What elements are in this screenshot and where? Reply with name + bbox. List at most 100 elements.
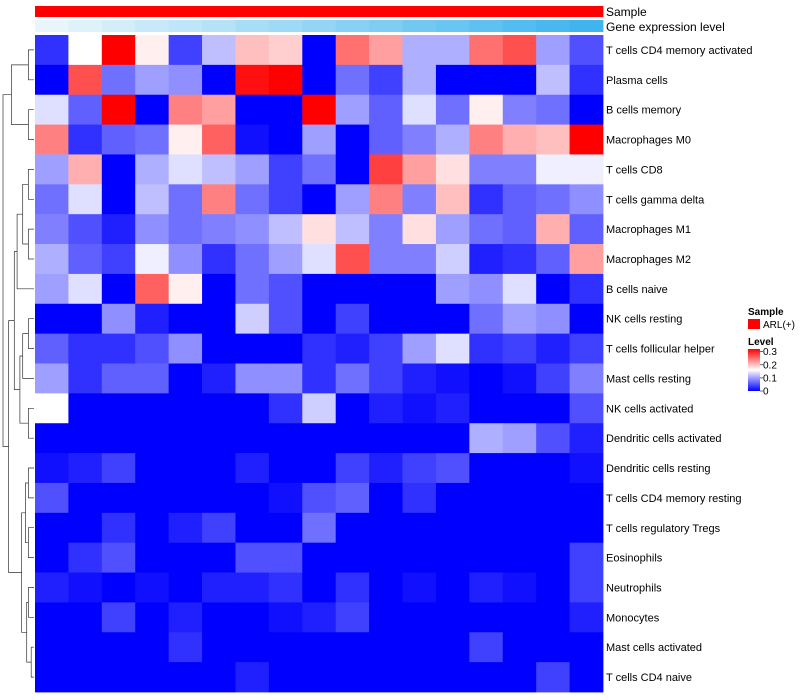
- dendrogram-branch: [28, 109, 34, 140]
- heatmap-cell: [369, 273, 403, 305]
- gene-expression-annotation-bar: [35, 20, 604, 32]
- heatmap-cell: [168, 154, 203, 185]
- heatmap-cell: [402, 542, 437, 573]
- heatmap-cell: [101, 423, 136, 454]
- sample-annotation-cell: [369, 6, 403, 17]
- heatmap-cell: [536, 482, 570, 514]
- gene-expression-annotation-cell: [402, 20, 437, 32]
- row-label: T cells regulatory Tregs: [606, 523, 721, 535]
- heatmap-cell: [101, 94, 136, 125]
- heatmap-cell: [135, 602, 170, 633]
- row-label: Mast cells resting: [606, 373, 691, 385]
- heatmap-cell: [202, 393, 236, 424]
- heatmap-cell: [168, 423, 203, 454]
- heatmap-cell: [35, 482, 69, 514]
- heatmap-cell: [168, 35, 203, 66]
- heatmap-cell: [101, 273, 136, 305]
- heatmap-cell: [335, 393, 370, 424]
- sample-annotation-label: Sample: [606, 5, 647, 19]
- heatmap-cell: [402, 273, 437, 305]
- dendrogram-branch: [28, 169, 34, 200]
- legend-sample-swatch: [748, 319, 760, 329]
- heatmap-cell: [302, 363, 337, 394]
- heatmap-cell: [302, 214, 337, 245]
- heatmap-cell: [35, 363, 69, 394]
- sample-annotation-cell: [569, 6, 604, 17]
- heatmap-cell: [502, 124, 537, 155]
- row-label: Monocytes: [606, 612, 660, 624]
- heatmap-cell: [469, 244, 504, 275]
- heatmap-cell: [135, 214, 170, 245]
- heatmap-cell: [202, 333, 236, 364]
- heatmap-cell: [469, 393, 504, 424]
- heatmap-cell: [68, 602, 103, 633]
- heatmap-cell: [369, 662, 403, 693]
- heatmap-cell: [235, 423, 270, 454]
- heatmap-cell: [335, 542, 370, 573]
- heatmap-cell: [68, 632, 103, 663]
- heatmap-cell: [536, 214, 570, 245]
- legend-tick-label: 0.1: [763, 373, 777, 384]
- heatmap-cell: [569, 542, 604, 573]
- sample-annotation-cell: [402, 6, 437, 17]
- legend-sample-entry: ARL(+): [763, 320, 795, 331]
- heatmap-cell: [502, 273, 537, 305]
- dendrogram-branch: [21, 512, 27, 633]
- heatmap-cell: [35, 64, 69, 96]
- dendrogram-branch: [22, 183, 29, 245]
- heatmap-cell: [435, 542, 470, 573]
- sample-annotation-cell: [135, 6, 170, 17]
- heatmap-cell: [235, 124, 270, 155]
- heatmap-cell: [202, 602, 236, 633]
- heatmap-cell: [68, 124, 103, 155]
- heatmap-cell: [469, 64, 504, 96]
- heatmap-cell: [235, 572, 270, 603]
- gene-expression-annotation-cell: [502, 20, 537, 32]
- heatmap-cell: [302, 602, 337, 633]
- gene-expression-annotation-cell: [168, 20, 203, 32]
- heatmap-cell: [569, 602, 604, 633]
- heatmap-cell: [569, 154, 604, 185]
- heatmap-cell: [68, 542, 103, 573]
- gene-expression-annotation-cell: [469, 20, 504, 32]
- heatmap-cell: [469, 303, 504, 335]
- gene-expression-annotation-cell: [135, 20, 170, 32]
- heatmap-cell: [168, 64, 203, 96]
- heatmap-cell: [168, 214, 203, 245]
- heatmap-cell: [302, 333, 337, 364]
- heatmap-cell: [402, 602, 437, 633]
- dendrogram-branch: [28, 228, 34, 260]
- heatmap-cell: [569, 35, 604, 66]
- heatmap-cell: [135, 423, 170, 454]
- dendrogram-branch: [30, 646, 34, 678]
- heatmap-cell: [502, 482, 537, 514]
- heatmap-cell: [168, 542, 203, 573]
- heatmap-cell: [101, 393, 136, 424]
- heatmap-cell: [235, 64, 270, 96]
- heatmap-cell: [402, 214, 437, 245]
- heatmap-cell: [35, 423, 69, 454]
- heatmap-cell: [536, 35, 570, 66]
- heatmap-cell: [68, 423, 103, 454]
- heatmap-cell: [502, 512, 537, 544]
- heatmap-cell: [402, 632, 437, 663]
- heatmap-cell: [335, 632, 370, 663]
- heatmap-cell: [235, 482, 270, 514]
- heatmap-cell: [68, 273, 103, 305]
- heatmap-cell: [235, 662, 270, 693]
- heatmap-cell: [402, 154, 437, 185]
- heatmap-cell: [536, 303, 570, 335]
- heatmap-cell: [435, 512, 470, 544]
- heatmap-cell: [68, 572, 103, 603]
- gene-expression-annotation-cell: [202, 20, 236, 32]
- heatmap-cell: [402, 244, 437, 275]
- heatmap-cell: [469, 35, 504, 66]
- row-label: NK cells resting: [606, 314, 682, 326]
- heatmap-cell: [101, 542, 136, 573]
- heatmap-cell: [469, 602, 504, 633]
- heatmap-cell: [135, 35, 170, 66]
- row-label: B cells memory: [606, 105, 682, 117]
- heatmap-cell: [35, 154, 69, 185]
- heatmap-cell: [202, 423, 236, 454]
- heatmap-cell: [268, 273, 303, 305]
